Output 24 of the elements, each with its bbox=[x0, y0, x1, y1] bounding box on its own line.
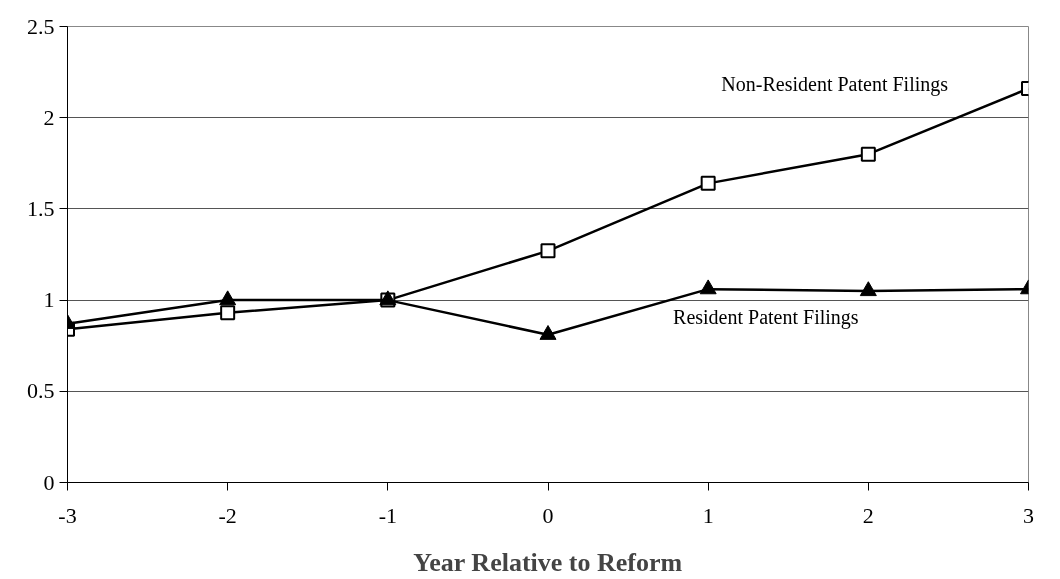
x-tick-label: 1 bbox=[702, 502, 714, 528]
point bbox=[220, 305, 236, 321]
series-label: Resident Patent Filings bbox=[673, 306, 859, 330]
y-tick-label: 2 bbox=[43, 104, 55, 130]
x-tick-label: -2 bbox=[218, 502, 237, 528]
x-tick-label: -3 bbox=[58, 502, 77, 528]
point bbox=[540, 243, 556, 259]
y-tick-label: 1 bbox=[43, 287, 55, 313]
y-tick-label: 0.5 bbox=[27, 378, 55, 404]
y-tick-label: 0 bbox=[43, 469, 55, 495]
point bbox=[539, 325, 557, 340]
y-tick-label: 2.5 bbox=[27, 13, 55, 39]
point bbox=[860, 146, 876, 162]
x-tick-label: 3 bbox=[1023, 502, 1034, 528]
x-axis-title: Year Relative to Reform bbox=[413, 547, 683, 577]
point bbox=[859, 281, 877, 297]
x-tick-label: -1 bbox=[378, 502, 397, 528]
x-tick-label: 2 bbox=[862, 502, 874, 528]
series-label: Non-Resident Patent Filings bbox=[721, 73, 949, 97]
point bbox=[699, 279, 717, 295]
point bbox=[219, 290, 237, 306]
y-tick-label: 1.5 bbox=[27, 195, 55, 221]
point bbox=[700, 175, 716, 191]
x-tick-label: 0 bbox=[542, 502, 554, 528]
